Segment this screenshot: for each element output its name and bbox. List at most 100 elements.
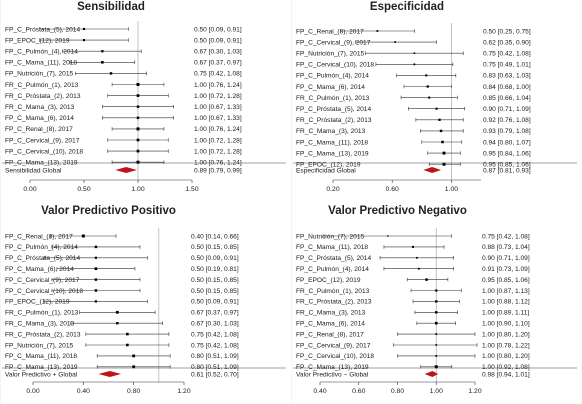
- forest-plot-especificidad: Especificidad FP_C_Renal_(8), 2017 0.50 [0…: [291, 0, 577, 202]
- point-estimate: [109, 72, 113, 75]
- study-label: FP_C_Pulmón_(4), 2014: [296, 266, 369, 273]
- estimate-value: 0.90 [0.71, 1.09]: [482, 255, 530, 262]
- forest-plot-vpp: Valor Predictivo Positivo FP_C_Renal_(8),…: [0, 202, 286, 404]
- chart-title: Valor Predictivo Negativo: [328, 205, 467, 217]
- estimate-value: 0.75 [0.42, 1.08]: [483, 51, 531, 58]
- estimate-value: 0.90 [0.71, 1.09]: [483, 106, 531, 113]
- estimate-value: 1.00 [0.72, 1.28]: [194, 148, 242, 155]
- study-label: FR_C_Mama_(3), 2013: [296, 310, 366, 317]
- point-estimate: [412, 245, 414, 248]
- point-estimate: [376, 30, 379, 32]
- estimate-value: 0.50 [0.09, 0.91]: [191, 255, 239, 262]
- study-label: FP_C_Mama_(11), 2018: [5, 60, 77, 67]
- study-label: FR_C_Próstata_(2), 2013: [5, 331, 81, 338]
- point-estimate: [434, 365, 438, 369]
- point-estimate: [126, 343, 129, 347]
- study-label: FP_C_Mama_(6), 2014: [296, 321, 365, 328]
- study-label: FP_C_Renal_(8), 2017: [296, 28, 364, 35]
- estimate-value: 0.93 [0.79, 1.08]: [483, 128, 531, 135]
- study-label: FR_C_Pulmón_(1), 2013: [296, 288, 370, 295]
- study-label: FP_C_Cervical_(10), 2018: [5, 288, 83, 295]
- study-label: FP_C_Próstata_(5), 2014: [5, 255, 80, 262]
- study-label: FP_C_Cervical_(9), 2017: [296, 342, 371, 349]
- point-estimate: [439, 129, 443, 133]
- x-tick-label: 0.50: [77, 186, 90, 193]
- summary-diamond: [424, 371, 439, 377]
- study-label: FP_Nutrición_(7), 2015: [296, 233, 365, 240]
- point-estimate: [136, 138, 140, 142]
- estimate-value: 0.75 [0.42, 1.08]: [191, 342, 239, 349]
- estimate-value: 0.95 [0.85, 1.06]: [482, 277, 530, 284]
- point-estimate: [434, 321, 438, 325]
- point-estimate: [136, 160, 140, 164]
- point-estimate: [126, 332, 129, 336]
- point-estimate: [435, 355, 438, 357]
- study-label: FR_C_Próstata_(2), 2013: [296, 299, 372, 306]
- point-estimate: [116, 322, 119, 325]
- study-label: FR_C_Próstata_(2), 2013: [5, 93, 81, 100]
- study-label: FP_C_Pulmón_(4), 2014: [5, 49, 78, 56]
- point-estimate: [94, 256, 98, 259]
- study-label: FP_C_Pulmón_(4), 2014: [296, 73, 369, 80]
- study-label: FP_C_Mama_(13), 2019: [5, 364, 78, 371]
- estimate-value: 1.00 [0.80, 1.20]: [482, 353, 530, 360]
- estimate-value: 0.50 [0.15, 0.85]: [191, 277, 239, 284]
- study-label: FR_C_Pulmón_(1), 2013: [296, 95, 370, 102]
- study-label: FP_EPOC_(12), 2019: [296, 277, 361, 284]
- study-label: FP_C_Mama_(11), 2018: [296, 139, 368, 146]
- point-estimate: [94, 278, 98, 281]
- study-label: FP_Nutrición_(7), 2015: [5, 71, 74, 78]
- point-estimate: [425, 74, 428, 77]
- x-tick-label: 1.00: [131, 186, 144, 193]
- x-tick-label: 0.40: [77, 388, 90, 395]
- chart-title: Especificidad: [370, 1, 444, 13]
- study-label: FP_Nutrición_(7), 2015: [296, 51, 365, 58]
- point-estimate: [136, 116, 140, 120]
- study-label: FP_C_Renal_(8), 2017: [5, 233, 73, 240]
- study-label: FP_C_Mama_(11), 2018: [296, 244, 368, 251]
- study-label: FP_EPOC_(12), 2019: [296, 162, 361, 169]
- x-tick-label: 0.80: [127, 388, 140, 395]
- point-estimate: [136, 94, 140, 97]
- x-tick-label: 1.20: [468, 388, 481, 395]
- estimate-value: 0.50 [0.09, 0.91]: [194, 26, 242, 33]
- estimate-value: 0.75 [0.42, 1.08]: [191, 331, 239, 338]
- estimate-value: 0.50 [0.15, 0.85]: [191, 244, 239, 251]
- point-estimate: [413, 52, 416, 54]
- estimate-value: 0.94 [0.80, 1.07]: [483, 139, 531, 146]
- point-estimate: [415, 256, 418, 259]
- point-estimate: [413, 63, 416, 66]
- point-estimate: [94, 289, 98, 292]
- point-estimate: [115, 310, 119, 314]
- point-estimate: [82, 39, 86, 42]
- x-tick-label: 0.80: [391, 388, 404, 395]
- summary-value: 0.61 [0.52, 0.70]: [191, 371, 239, 378]
- study-label: FR_C_Mama_(3), 2013: [5, 321, 75, 328]
- summary-diamond: [98, 371, 122, 377]
- summary-label: Valor Predictivo − Global: [296, 371, 369, 378]
- estimate-value: 0.50 [0.19, 0.81]: [191, 266, 239, 273]
- study-label: FP_C_Mama_(13), 2019: [296, 364, 369, 371]
- study-label: FP_C_Próstata_(5), 2014: [5, 26, 80, 33]
- point-estimate: [435, 300, 438, 303]
- point-estimate: [435, 311, 438, 314]
- point-estimate: [442, 151, 446, 155]
- point-estimate: [132, 365, 136, 369]
- estimate-value: 1.00 [0.80, 1.20]: [482, 331, 530, 338]
- point-estimate: [387, 235, 389, 237]
- study-label: FR_C_Mama_(3), 2013: [5, 104, 75, 111]
- estimate-value: 1.00 [0.76, 1.24]: [194, 82, 242, 89]
- estimate-value: 1.00 [0.90, 1.10]: [482, 321, 530, 328]
- estimate-value: 0.92 [0.76, 1.08]: [483, 117, 531, 124]
- point-estimate: [428, 96, 431, 99]
- point-estimate: [426, 85, 429, 88]
- estimate-value: 1.00 [0.72, 1.28]: [194, 93, 242, 100]
- study-label: FP_C_Próstata_(5), 2014: [296, 106, 371, 113]
- summary-diamond: [115, 167, 137, 173]
- point-estimate: [94, 245, 98, 249]
- point-estimate: [132, 354, 136, 358]
- estimate-value: 0.80 [0.51, 1.09]: [191, 364, 239, 371]
- point-estimate: [435, 333, 438, 335]
- point-estimate: [435, 289, 438, 292]
- summary-value: 0.87 [0.81, 0.93]: [483, 167, 531, 174]
